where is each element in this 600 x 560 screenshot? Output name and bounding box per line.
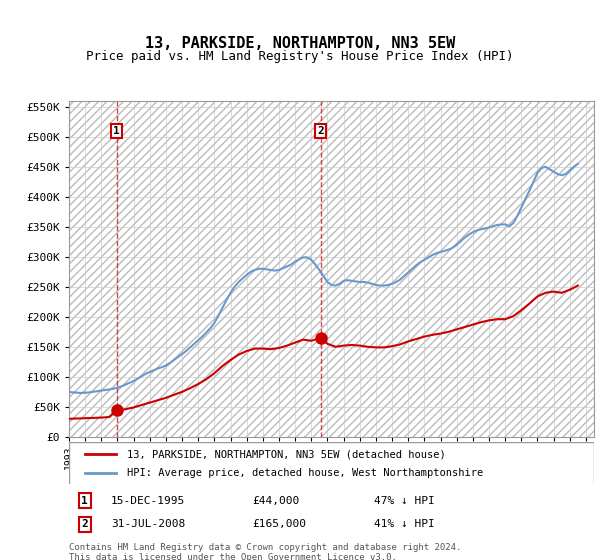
Text: 1: 1 (82, 496, 88, 506)
Text: HPI: Average price, detached house, West Northamptonshire: HPI: Average price, detached house, West… (127, 468, 483, 478)
Text: £44,000: £44,000 (253, 496, 300, 506)
Text: £165,000: £165,000 (253, 519, 307, 529)
Text: This data is licensed under the Open Government Licence v3.0.: This data is licensed under the Open Gov… (69, 553, 397, 560)
Text: 13, PARKSIDE, NORTHAMPTON, NN3 5EW (detached house): 13, PARKSIDE, NORTHAMPTON, NN3 5EW (deta… (127, 449, 445, 459)
Text: Price paid vs. HM Land Registry's House Price Index (HPI): Price paid vs. HM Land Registry's House … (86, 50, 514, 63)
Text: 15-DEC-1995: 15-DEC-1995 (111, 496, 185, 506)
Text: 41% ↓ HPI: 41% ↓ HPI (373, 519, 434, 529)
Text: 31-JUL-2008: 31-JUL-2008 (111, 519, 185, 529)
Text: 13, PARKSIDE, NORTHAMPTON, NN3 5EW: 13, PARKSIDE, NORTHAMPTON, NN3 5EW (145, 36, 455, 52)
Text: 2: 2 (82, 519, 88, 529)
FancyBboxPatch shape (69, 442, 594, 485)
Bar (69, 101, 594, 437)
Text: 1: 1 (113, 126, 120, 136)
Text: 47% ↓ HPI: 47% ↓ HPI (373, 496, 434, 506)
Text: 2: 2 (317, 126, 324, 136)
Text: Contains HM Land Registry data © Crown copyright and database right 2024.: Contains HM Land Registry data © Crown c… (69, 543, 461, 552)
